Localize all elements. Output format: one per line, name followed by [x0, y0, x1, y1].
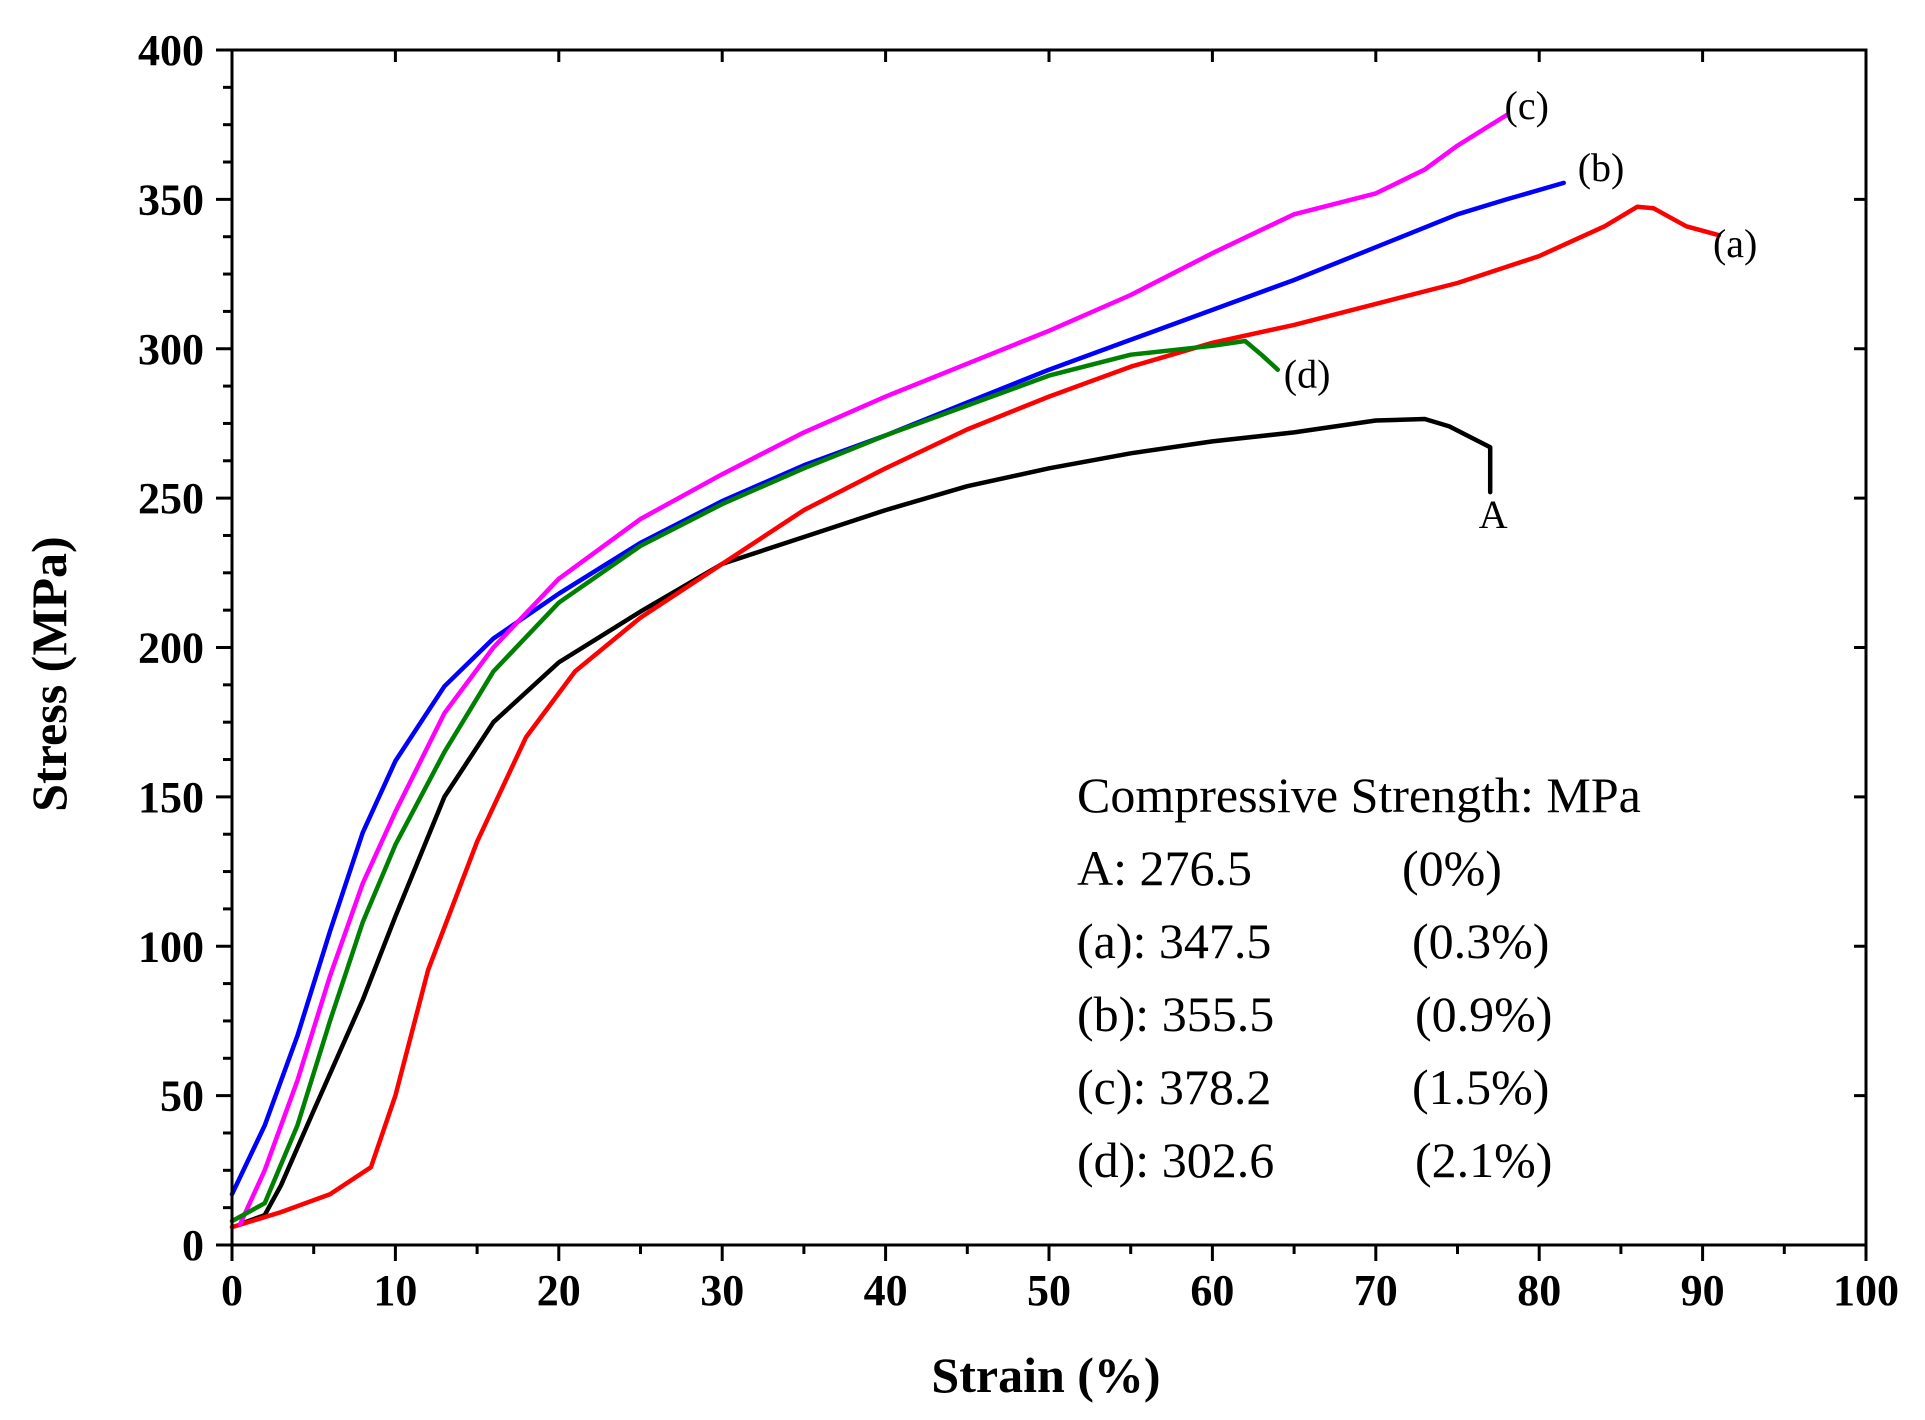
legend-title: Compressive Strength: MPa	[1077, 767, 1641, 823]
series-line-A	[237, 416, 1493, 1227]
series-line-d	[229, 338, 1281, 1224]
legend-label-c: (c): 378.2	[1077, 1059, 1271, 1115]
y-tick-label: 400	[138, 26, 204, 75]
series-label-A: A	[1479, 492, 1508, 537]
series-layer	[229, 112, 1722, 1230]
x-tick-label: 60	[1190, 1266, 1234, 1315]
series-line-a	[229, 204, 1722, 1230]
y-tick-label: 50	[160, 1072, 204, 1121]
series-line-b	[229, 180, 1566, 1197]
x-tick-label: 70	[1354, 1266, 1398, 1315]
y-tick-label: 0	[182, 1221, 204, 1270]
legend-label-a: (a): 347.5	[1077, 913, 1271, 969]
tick-labels-layer: 0 10 20 30 40 50 60 70 80 90 100 0 50 100 150 200 250 300…	[138, 26, 1899, 1315]
legend-label-b: (b): 355.5	[1077, 986, 1274, 1042]
y-tick-label: 100	[138, 922, 204, 971]
legend-label-A: A: 276.5	[1077, 840, 1252, 896]
x-tick-label: 90	[1681, 1266, 1725, 1315]
legend-note-b: (0.9%)	[1415, 986, 1552, 1042]
legend-note-A: (0%)	[1402, 840, 1502, 896]
x-tick-label: 20	[537, 1266, 581, 1315]
legend-label-d: (d): 302.6	[1077, 1132, 1274, 1188]
x-tick-label: 50	[1027, 1266, 1071, 1315]
series-label-a: (a)	[1713, 221, 1757, 266]
x-axis-title: Strain (%)	[931, 1347, 1160, 1403]
x-tick-label: 0	[221, 1266, 243, 1315]
legend-note-c: (1.5%)	[1412, 1059, 1549, 1115]
legend-box: Compressive Strength: MPa A: 276.5 (0%) …	[1077, 767, 1641, 1188]
series-label-b: (b)	[1578, 145, 1625, 190]
y-tick-label: 200	[138, 624, 204, 673]
y-axis-title: Stress (MPa)	[21, 536, 77, 811]
x-tick-label: 40	[864, 1266, 908, 1315]
y-tick-label: 250	[138, 474, 204, 523]
x-tick-label: 100	[1833, 1266, 1899, 1315]
ticks-layer	[216, 48, 1868, 1261]
x-tick-label: 80	[1517, 1266, 1561, 1315]
legend-note-d: (2.1%)	[1415, 1132, 1552, 1188]
series-labels-layer: A (a) (b) (c) (d)	[1284, 83, 1758, 537]
series-label-c: (c)	[1505, 83, 1549, 128]
y-tick-label: 350	[138, 175, 204, 224]
series-line-c	[237, 112, 1509, 1227]
x-tick-label: 30	[700, 1266, 744, 1315]
x-tick-label: 10	[373, 1266, 417, 1315]
y-tick-label: 150	[138, 773, 204, 822]
series-label-d: (d)	[1284, 352, 1331, 397]
legend-note-a: (0.3%)	[1412, 913, 1549, 969]
y-tick-label: 300	[138, 325, 204, 374]
